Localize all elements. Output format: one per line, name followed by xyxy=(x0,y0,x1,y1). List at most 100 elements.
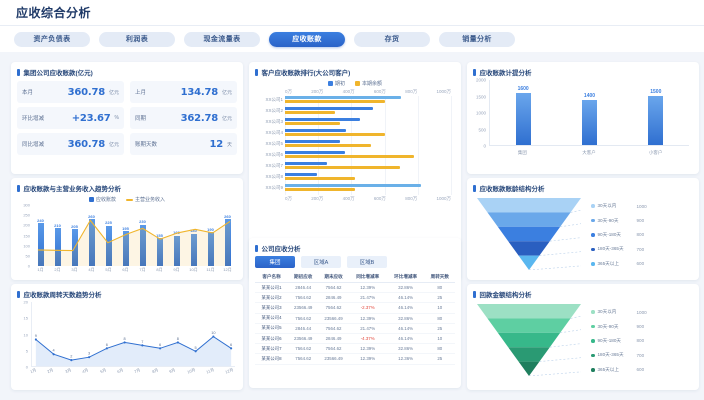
vbar-column xyxy=(648,96,664,145)
funnel-green-legend: 30天以内 1000 30天-90天 900 90天-180天 800 180天-365天 7… xyxy=(585,305,693,377)
tab-1[interactable]: 利润表 xyxy=(99,31,175,47)
funnel-legend-row-4: 365天以上 600 xyxy=(591,367,693,373)
funnel-legend-dot xyxy=(591,353,595,358)
combo-bar-item-10: 190 xyxy=(205,205,216,266)
area-card-title-text: 应收账款周转天数趋势分析 xyxy=(23,292,102,299)
legend-swatch xyxy=(88,197,94,202)
funnel-legend-row-3: 180天-365天 700 xyxy=(591,246,693,252)
segment-1[interactable]: 区域A xyxy=(301,256,341,268)
cell-kpi: 集团公司应收账款(亿元) 本月 360.78 亿元 上月 134.78 亿元 环比增减 +23… xyxy=(8,60,246,176)
funnel-legend-label: 180天-365天 xyxy=(597,246,624,252)
vbar-plot: 1600 1400 1500 xyxy=(489,80,689,146)
hbar-row: XX公司6 xyxy=(265,151,451,162)
table-cell: 80 xyxy=(424,343,455,355)
table-header-row: 客户名称 期初应收 期末应收 同比增减率 环比增减率 周转天数 xyxy=(255,272,455,283)
vbar-category-0: 集团 xyxy=(517,149,527,155)
combo-category-4: 5月 xyxy=(105,267,112,272)
grid-line-4 xyxy=(417,96,419,195)
svg-text:7: 7 xyxy=(141,339,143,344)
funnel-legend-dot xyxy=(591,324,595,329)
title-bar-icon xyxy=(473,184,476,192)
table-cell: 7564.62 xyxy=(318,302,349,314)
area-category-5: 6月 xyxy=(116,367,124,375)
funnel-legend-label: 365天以上 xyxy=(597,366,619,372)
hbar-row-label: XX公司6 xyxy=(265,152,283,157)
hbar-plot: XX公司1 XX公司2 XX公司3 XX公司4 XX公司5 XX公司6 XX公司7 XX公司8… xyxy=(265,96,452,195)
tab-3[interactable]: 应收账款 xyxy=(269,31,345,47)
kpi-card: 集团公司应收账款(亿元) 本月 360.78 亿元 上月 134.78 亿元 环比增减 +23… xyxy=(11,62,243,174)
vbar-chart: 0 500 1000 1500 2000 1600 1400 1500 集团 大客户 小客户 xyxy=(476,78,689,158)
hbar-row: XX公司5 xyxy=(265,140,451,151)
tab-5[interactable]: 销量分析 xyxy=(439,31,515,47)
combo-bar-item-5: 195 xyxy=(120,205,131,266)
dashboard-grid: 集团公司应收账款(亿元) 本月 360.78 亿元 上月 134.78 亿元 环比增减 +23… xyxy=(0,58,704,400)
kpi-item-5: 账期天数 12 天 xyxy=(130,133,237,155)
table-cell: 7564.62 xyxy=(288,343,319,355)
axis-tick-1: 200万 xyxy=(311,89,324,94)
table-cell: 23566.49 xyxy=(288,302,319,314)
funnel-legend-label: 30天-90天 xyxy=(597,323,619,329)
hbar-row: XX公司7 xyxy=(265,162,451,173)
funnel-green-title-text: 回款金额结构分析 xyxy=(479,292,532,299)
kpi-card-title-text: 集团公司应收账款(亿元) xyxy=(23,70,93,77)
kpi-value: 360.78 xyxy=(67,138,106,150)
table-row: 某某公司3 23566.49 7564.62 -2.37% 46.14% 10 xyxy=(255,302,455,314)
axis-tick-0: 0 xyxy=(483,143,486,149)
table-row: 某某公司4 7564.62 23566.49 12.39% 32.86% 80 xyxy=(255,313,455,324)
kpi-unit: 亿元 xyxy=(221,89,232,96)
kpi-value: 12 xyxy=(209,138,223,150)
combo-y-axis: 0 50 100 150 200 250 300 xyxy=(17,202,31,269)
table-card-title-text: 公司应收分析 xyxy=(261,246,301,253)
area-card: 应收账款周转天数趋势分析 0 5 10 15 20 9 4 2 3 6 8 7 6 8 5 10 6 1月 2月… xyxy=(11,284,243,390)
funnel-legend-row-1: 30天-90天 900 xyxy=(591,218,693,224)
hbar-series2 xyxy=(285,155,415,159)
title-bar-icon xyxy=(473,68,476,76)
segment-0[interactable]: 集团 xyxy=(255,256,295,268)
funnel-blue-legend: 30天以内 1000 30天-90天 900 90天-180天 800 180天-365天 7… xyxy=(585,199,693,271)
funnel-legend-value: 700 xyxy=(636,246,645,252)
vbar-card-title-text: 应收账款计提分析 xyxy=(479,70,532,77)
axis-tick-3: 1500 xyxy=(475,94,486,99)
axis-tick-1: 5 xyxy=(25,348,28,354)
title-bar-icon xyxy=(255,244,258,252)
hbar-series2 xyxy=(285,144,372,148)
table-cell: 某某公司1 xyxy=(255,282,289,294)
combo-bar xyxy=(122,231,129,266)
area-category-9: 10月 xyxy=(185,366,196,375)
cell-vbar: 应收账款计提分析 0 500 1000 1500 2000 1600 1400 1500 集… xyxy=(464,60,702,176)
funnel-green-shape xyxy=(477,304,585,378)
hbar-row: XX公司2 xyxy=(265,107,451,118)
tab-2[interactable]: 现金流量表 xyxy=(184,31,260,47)
axis-tick-1: 50 xyxy=(25,253,30,259)
hbar-series2 xyxy=(285,166,400,170)
funnel-legend-value: 600 xyxy=(636,261,645,267)
combo-card-title: 应收账款与主营业务收入趋势分析 xyxy=(17,183,237,193)
funnel-green-card: 回款金额结构分析 30天以内 1000 30天-90天 900 90天-180天 800 1… xyxy=(467,284,699,390)
combo-bar xyxy=(139,224,146,266)
tab-0[interactable]: 资产负债表 xyxy=(14,31,90,47)
funnel-legend-value: 800 xyxy=(636,338,645,344)
axis-tick-6: 300 xyxy=(23,202,30,208)
funnel-legend-dot xyxy=(591,218,595,223)
vbar-item-2: 1500 xyxy=(646,80,666,145)
table-cell: 7564.62 xyxy=(288,313,319,324)
combo-line-series xyxy=(37,219,231,266)
table-cell: 46.14% xyxy=(386,302,425,314)
area-category-10: 11月 xyxy=(205,366,215,375)
svg-text:6: 6 xyxy=(230,342,233,347)
hbar-series2 xyxy=(285,133,385,137)
table-cell: 10 xyxy=(424,302,455,314)
legend-label: 本期余额 xyxy=(362,81,383,87)
combo-bar xyxy=(173,235,180,266)
table-cell: 25 xyxy=(424,323,455,334)
hbar-row: XX公司3 xyxy=(265,118,451,129)
tab-4[interactable]: 存货 xyxy=(354,31,430,47)
kpi-label: 同比增减 xyxy=(22,142,45,148)
segment-2[interactable]: 区域B xyxy=(347,256,387,268)
legend-label: 期初 xyxy=(334,81,345,87)
hbar-series1 xyxy=(285,151,345,155)
kpi-item-3: 同期 362.78 亿元 xyxy=(130,107,237,129)
table-column-header-0: 客户名称 xyxy=(255,272,289,283)
table-card: 公司应收分析 集团 区域A 区域B 客户名称 期初应收 期末应收 同比增减率 环比增减率 周转… xyxy=(249,238,461,388)
svg-text:6: 6 xyxy=(159,342,162,347)
